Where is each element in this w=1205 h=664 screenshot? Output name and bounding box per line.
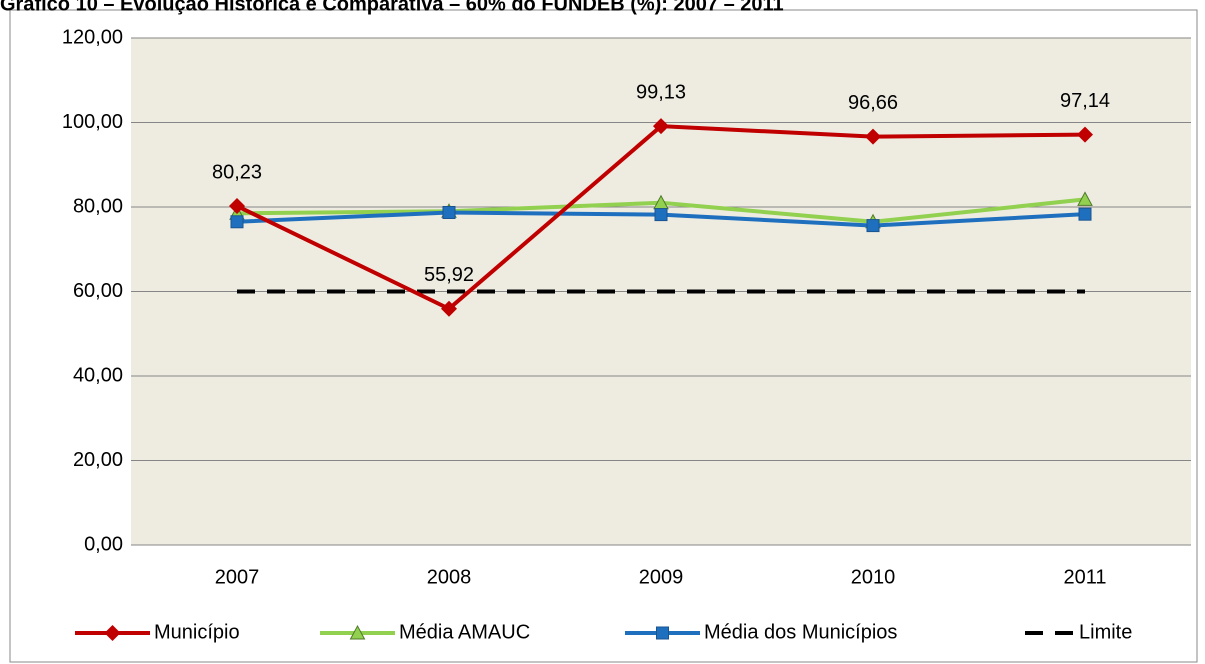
- marker: [865, 128, 881, 145]
- marker: [104, 625, 121, 641]
- data-label: 99,13: [636, 81, 686, 103]
- x-tick-label: 2008: [427, 566, 472, 588]
- legend-label: Limite: [1079, 621, 1132, 643]
- marker: [1078, 207, 1092, 221]
- data-label: 96,66: [848, 92, 898, 114]
- x-tick-label: 2011: [1063, 566, 1106, 588]
- marker: [1077, 191, 1093, 206]
- data-label: 80,23: [212, 161, 262, 183]
- y-tick-label: 40,00: [73, 364, 123, 386]
- marker: [1077, 126, 1093, 143]
- data-label: 55,92: [424, 264, 474, 286]
- y-tick-label: 20,00: [73, 449, 123, 471]
- marker: [656, 626, 669, 640]
- data-label: 97,14: [1060, 90, 1110, 112]
- y-tick-label: 100,00: [62, 111, 123, 133]
- legend-label: Município: [154, 621, 240, 643]
- marker: [866, 219, 880, 233]
- marker: [229, 198, 245, 215]
- marker: [349, 624, 366, 640]
- chart-title: Gráfico 10 – Evolução Histórica e Compar…: [0, 0, 784, 15]
- marker: [441, 300, 457, 317]
- x-tick-label: 2010: [851, 566, 896, 588]
- marker: [230, 215, 244, 229]
- legend-label: Média dos Municípios: [704, 621, 897, 643]
- y-tick-label: 120,00: [62, 26, 123, 48]
- y-tick-label: 0,00: [84, 533, 123, 555]
- x-tick-label: 2009: [639, 566, 684, 588]
- y-tick-label: 80,00: [73, 195, 123, 217]
- marker: [442, 205, 456, 219]
- y-tick-label: 60,00: [73, 280, 123, 302]
- legend-label: Média AMAUC: [399, 621, 530, 643]
- x-tick-label: 2007: [215, 566, 260, 588]
- marker: [653, 118, 669, 135]
- marker: [654, 208, 668, 222]
